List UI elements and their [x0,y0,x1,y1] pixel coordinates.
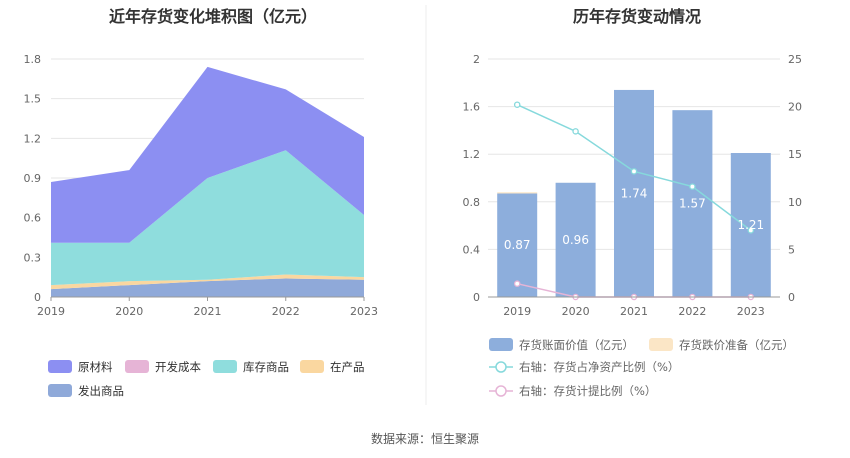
line-point [513,101,521,108]
bar-book-value [672,110,713,297]
legend-item: 右轴：存货计提比例（%） [489,384,656,398]
legend-item: 存货跌价准备（亿元） [649,338,794,352]
y2-tick-label: 25 [788,53,802,66]
y2-tick-label: 15 [788,148,802,161]
y-tick-label: 0.6 [24,212,42,225]
bar-data-label: 1.74 [621,186,648,200]
bar-data-label: 1.21 [737,218,764,232]
y-tick-label: 0 [473,291,480,304]
y-tick-label: 0.9 [24,172,42,185]
y2-tick-label: 5 [788,243,795,256]
y-tick-label: 0.8 [463,196,481,209]
bar-data-label: 0.96 [562,233,589,247]
x-tick-label: 2023 [737,305,765,318]
y2-tick-label: 0 [788,291,795,304]
legend-swatch [213,360,237,373]
y-tick-label: 1.6 [463,101,481,114]
area-库存商品 [51,150,364,286]
line-point [689,183,696,190]
legend-label: 发出商品 [78,384,124,398]
combo-bar-line-chart: 历年存货变动情况 0.87 0.96 1.74 1.57 1.21 0 0.4 0.8 1.2… [463,7,803,398]
legend-item: 右轴：存货占净资产比例（%） [489,360,679,374]
y2-tick-label: 20 [788,101,802,114]
line-point [747,227,755,234]
legend-marker [495,385,507,397]
x-tick-label: 2021 [194,305,222,318]
legend-label: 右轴：存货计提比例（%） [519,384,656,398]
bar-book-value [497,193,538,297]
data-source: 数据来源：恒生聚源 [371,431,479,446]
bar-chart-x-axis: 2019 2020 2021 2022 2023 [488,296,780,318]
legend-swatch [48,384,72,397]
line-point [630,168,638,175]
bar-chart-legend: 存货账面价值（亿元） 存货跌价准备（亿元）右轴：存货占净资产比例（%） 右轴：存货计… [489,338,794,398]
area-发出商品 [51,278,364,297]
y-tick-label: 0 [34,291,41,304]
legend-item: 开发成本 [125,360,201,374]
y-tick-label: 0.3 [24,251,42,264]
area-chart-y-axis: 0 0.3 0.6 0.9 1.2 1.5 1.8 [24,53,42,304]
x-tick-label: 2023 [350,305,378,318]
bar-data-label: 0.87 [504,238,531,252]
y-tick-label: 0.4 [463,243,481,256]
line-point [572,128,579,135]
bar-book-value [555,182,596,297]
legend-label: 原材料 [78,360,113,374]
area-原材料 [51,66,364,243]
y2-tick-label: 10 [788,196,802,209]
stacked-area-chart: 近年存货变化堆积图（亿元） 00.30.60.91.21.51.8 2019 20… [24,7,379,398]
x-tick-label: 2019 [37,305,65,318]
y-tick-label: 1.5 [24,93,42,106]
bar-chart-title: 历年存货变动情况 [573,7,701,26]
legend-marker [495,361,507,373]
legend-swatch [300,360,324,373]
x-tick-label: 2019 [503,305,531,318]
x-tick-label: 2020 [562,305,590,318]
legend-label: 存货账面价值（亿元） [519,338,634,352]
legend-swatch [48,360,72,373]
legend-swatch [125,360,149,373]
bar-chart-bars [497,89,771,297]
legend-label: 右轴：存货占净资产比例（%） [519,360,679,374]
area-在产品 [51,274,364,290]
legend-item: 在产品 [300,360,365,374]
legend-label: 存货跌价准备（亿元） [679,338,794,352]
x-tick-label: 2021 [620,305,648,318]
legend-item: 存货账面价值（亿元） [489,338,634,352]
legend-item: 发出商品 [48,384,124,398]
area-chart-title: 近年存货变化堆积图（亿元） [109,7,317,26]
bar-chart-left-axis: 0 0.4 0.8 1.2 1.6 2 [463,53,481,304]
legend-swatch [489,338,513,351]
y-tick-label: 1.2 [24,132,42,145]
y-tick-label: 1.8 [24,53,42,66]
legend-item: 原材料 [48,360,113,374]
legend-label: 开发成本 [155,360,201,374]
y-tick-label: 1.2 [463,148,481,161]
legend-item: 库存商品 [213,360,289,374]
bar-provision [497,192,538,194]
bar-chart-right-axis: 0 5 10 15 20 25 [788,53,802,304]
legend-label: 在产品 [330,360,365,374]
legend-label: 库存商品 [243,360,289,374]
bar-chart-data-labels: 0.87 0.96 1.74 1.57 1.21 [504,186,764,252]
x-tick-label: 2022 [678,305,706,318]
area-chart-areas [51,66,364,297]
bar-book-value [730,153,771,297]
bar-data-label: 1.57 [679,197,706,211]
y-tick-label: 2 [473,53,480,66]
bar-book-value [614,89,654,297]
legend-swatch [649,338,673,351]
area-chart-x-axis: 2019 2020 2021 2022 2023 [37,296,378,318]
line-point [513,280,521,287]
x-tick-label: 2022 [272,305,300,318]
x-tick-label: 2020 [115,305,143,318]
